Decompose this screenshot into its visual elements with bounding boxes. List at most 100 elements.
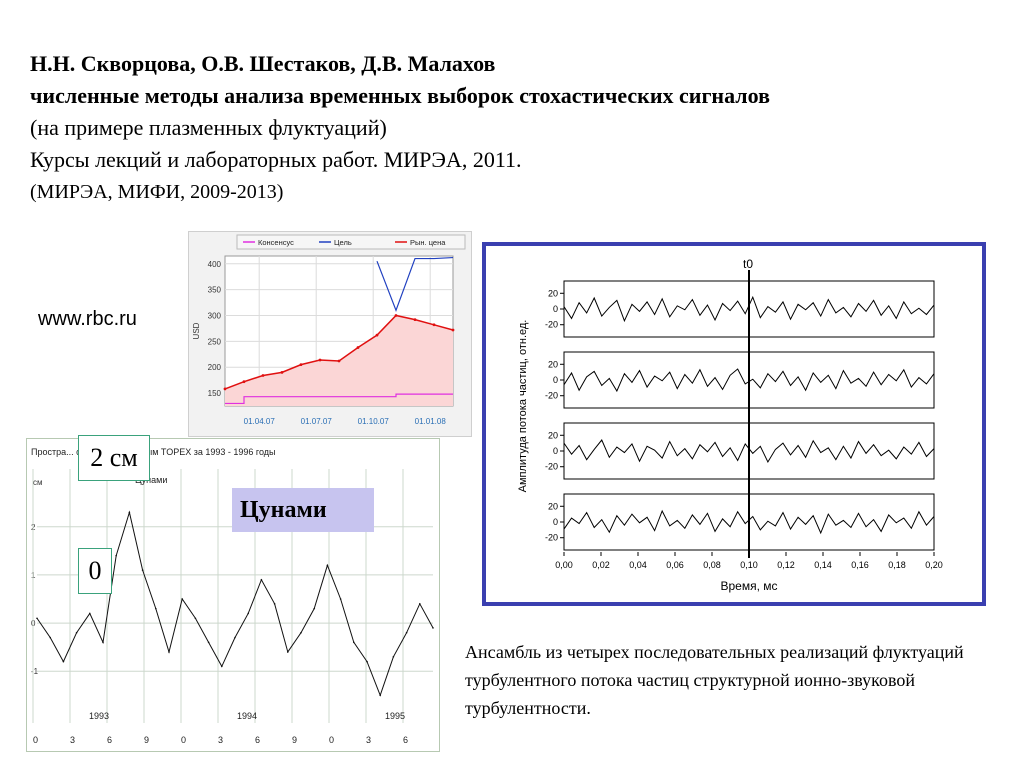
rbc-xtick-label: 01.10.07	[358, 417, 390, 426]
topex-point	[353, 641, 355, 644]
topex-xtick-label: 0	[33, 735, 38, 745]
turb-ytick-label: -20	[545, 320, 558, 330]
rbc-ytick-label: 350	[208, 286, 222, 295]
rbc-price-point	[413, 318, 417, 322]
rbc-legend-label: Консенсус	[258, 238, 294, 247]
topex-point	[102, 641, 104, 644]
topex-xtick-label: 0	[329, 735, 334, 745]
rbc-ylabel: USD	[192, 322, 201, 339]
rbc-price-point	[280, 370, 284, 374]
topex-point	[366, 660, 368, 663]
rbc-price-area	[225, 315, 453, 406]
rbc-link[interactable]: www.rbc.ru	[38, 308, 137, 330]
topex-xtick-label: 6	[255, 735, 260, 745]
rbc-price-point	[451, 328, 455, 332]
subtitle: (на примере плазменных флуктуаций)	[30, 115, 387, 140]
topex-point	[49, 636, 51, 639]
turb-ytick-label: 20	[548, 359, 558, 369]
topex-series-line	[36, 510, 434, 697]
topex-chart: Простра... среднее по данным TOPEX за 19…	[26, 438, 440, 752]
topex-point	[405, 631, 408, 634]
rbc-price-point	[261, 374, 265, 377]
topex-point	[234, 636, 236, 639]
topex-point	[181, 598, 183, 600]
turb-ytick-label: -20	[545, 462, 558, 472]
topex-point	[419, 603, 421, 605]
topex-point	[326, 564, 329, 567]
rbc-xtick-label: 01.07.07	[301, 417, 333, 426]
topex-point	[62, 660, 65, 663]
turbulence-chart: 20 0 -20 20 0 -20 20 0 -20 20 0 -20 0,00 0,02 0,04 0,06…	[482, 242, 986, 606]
figure-caption: Ансамбль из четырех последовательных реа…	[465, 642, 964, 718]
course-title: численные методы анализа временных выбор…	[30, 83, 770, 108]
topex-point	[221, 665, 223, 668]
turb-ytick-label: 20	[548, 288, 558, 298]
topex-xtick-label: 9	[292, 735, 297, 745]
topex-year-label: 1995	[385, 711, 405, 721]
rbc-price-point	[318, 358, 322, 362]
rbc-price-point	[375, 333, 379, 337]
turb-xlabel: Время, мс	[720, 579, 777, 593]
rbc-ytick-label: 400	[208, 260, 222, 269]
topex-xtick-label: 3	[218, 735, 223, 745]
topex-point	[247, 612, 249, 615]
callout-2cm: 2 см	[78, 435, 150, 481]
turb-xtick-label: 0,16	[851, 560, 869, 570]
tsunami-label: Цунами	[232, 488, 374, 532]
topex-xtick-label: 3	[366, 735, 371, 745]
rbc-legend-label: Цель	[334, 238, 352, 247]
topex-point	[273, 603, 276, 605]
rbc-price-point	[242, 380, 246, 384]
topex-point	[115, 554, 117, 557]
slide-header: Н.Н. Скворцова, О.В. Шестаков, Д.В. Мала…	[30, 48, 1010, 208]
topex-xtick-label: 0	[181, 735, 186, 745]
topex-annotation: Цунами	[135, 475, 167, 485]
turbulence-chart-svg: 20 0 -20 20 0 -20 20 0 -20 20 0 -20 0,00 0,02 0,04 0,06…	[517, 257, 943, 593]
rbc-price-point	[394, 314, 398, 317]
course-line: Курсы лекций и лабораторных работ. МИРЭА…	[30, 147, 522, 172]
rbc-ytick-label: 150	[208, 389, 222, 398]
topex-point	[141, 569, 144, 571]
turb-ytick-label: 0	[553, 517, 558, 527]
turb-ytick-label: 0	[553, 304, 558, 314]
topex-point	[36, 617, 38, 620]
turb-xtick-label: 0,08	[703, 560, 721, 570]
rbc-price-point	[356, 346, 360, 349]
turb-xtick-label: 0,04	[629, 560, 647, 570]
turb-ytick-label: -20	[545, 533, 558, 543]
rbc-target-line	[376, 256, 454, 313]
turb-xtick-label: 0,00	[555, 560, 573, 570]
turb-xtick-label: 0,02	[592, 560, 610, 570]
topex-point	[339, 598, 342, 600]
topex-ylabel: см	[33, 478, 43, 487]
rbc-price-point	[299, 363, 303, 367]
topex-xtick-label: 3	[70, 735, 75, 745]
rbc-xtick-label: 01.01.08	[415, 417, 447, 426]
topex-title: Простра... среднее по данным TOPEX за 19…	[31, 447, 276, 457]
rbc-legend-label: Рын. цена	[410, 238, 446, 247]
institutions: (МИРЭА, МИФИ, 2009-2013)	[30, 181, 284, 203]
callout-zero: 0	[78, 548, 112, 594]
turb-xtick-label: 0,12	[777, 560, 795, 570]
topex-year-label: 1994	[237, 711, 257, 721]
topex-point	[300, 631, 302, 634]
turb-ytick-label: 0	[553, 375, 558, 385]
topex-point	[432, 627, 434, 629]
turb-xtick-label: 0,18	[888, 560, 906, 570]
turb-xtick-label: 0,20	[925, 560, 943, 570]
turb-ytick-label: -20	[545, 391, 558, 401]
topex-point	[379, 694, 382, 697]
rbc-chart-svg: 150 200 250 300 350 400 01.04.07 01.07.07 01.10.…	[192, 234, 466, 426]
topex-xtick-label: 6	[107, 735, 112, 745]
rbc-ytick-label: 200	[208, 363, 222, 372]
topex-xtick-label: 9	[144, 735, 149, 745]
rbc-ytick-label: 300	[208, 311, 222, 320]
rbc-legend-box	[236, 234, 466, 250]
turb-xtick-label: 0,14	[814, 560, 832, 570]
topex-point	[313, 607, 316, 610]
topex-point	[392, 655, 395, 658]
topex-point	[194, 617, 197, 620]
rbc-consensus-line	[225, 393, 453, 405]
topex-xtick-label: 6	[403, 735, 408, 745]
rbc-price-point	[223, 387, 227, 391]
